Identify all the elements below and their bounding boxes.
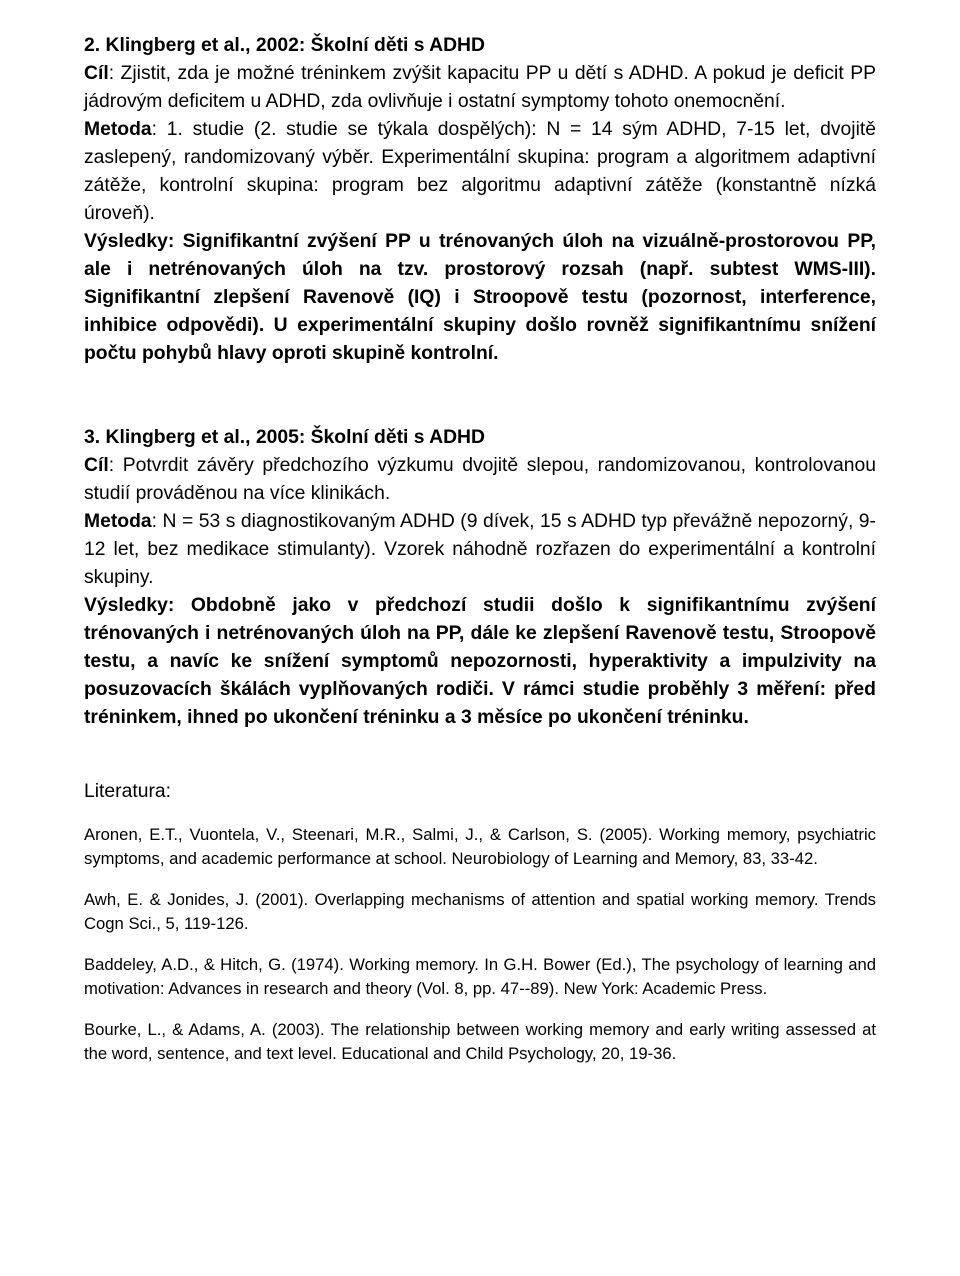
text-metoda-3: : N = 53 s diagnostikovaným ADHD (9 díve… xyxy=(84,511,876,588)
literature-label: Literatura: xyxy=(84,778,876,806)
label-metoda: Metoda xyxy=(84,119,152,140)
section-3-vysledky: Výsledky: Obdobně jako v předchozí studi… xyxy=(84,592,876,732)
label-vysledky-3: Výsledky xyxy=(84,595,168,616)
section-3-cil: Cíl: Potvrdit závěry předchozího výzkumu… xyxy=(84,452,876,508)
reference-list: Aronen, E.T., Vuontela, V., Steenari, M.… xyxy=(84,823,876,1066)
label-cil-3: Cíl xyxy=(84,455,109,476)
section-gap-2 xyxy=(84,732,876,778)
section-3-metoda: Metoda: N = 53 s diagnostikovaným ADHD (… xyxy=(84,508,876,592)
page-content: 2. Klingberg et al., 2002: Školní děti s… xyxy=(0,0,960,1276)
text-cil: : Zjistit, zda je možné tréninkem zvýšit… xyxy=(84,63,876,112)
section-2-metoda: Metoda: 1. studie (2. studie se týkala d… xyxy=(84,116,876,228)
section-gap xyxy=(84,368,876,424)
section-2-heading: 2. Klingberg et al., 2002: Školní děti s… xyxy=(84,32,876,60)
label-metoda-3: Metoda xyxy=(84,511,152,532)
text-vysledky: : Signifikantní zvýšení PP u trénovaných… xyxy=(84,231,876,364)
section-3-heading: 3. Klingberg et al., 2005: Školní děti s… xyxy=(84,424,876,452)
label-vysledky: Výsledky xyxy=(84,231,168,252)
section-2-vysledky: Výsledky: Signifikantní zvýšení PP u tré… xyxy=(84,228,876,368)
reference-item: Baddeley, A.D., & Hitch, G. (1974). Work… xyxy=(84,953,876,1001)
section-2-cil: Cíl: Zjistit, zda je možné tréninkem zvý… xyxy=(84,60,876,116)
text-cil-3: : Potvrdit závěry předchozího výzkumu dv… xyxy=(84,455,876,504)
reference-item: Aronen, E.T., Vuontela, V., Steenari, M.… xyxy=(84,823,876,871)
reference-item: Awh, E. & Jonides, J. (2001). Overlappin… xyxy=(84,888,876,936)
text-vysledky-3: : Obdobně jako v předchozí studii došlo … xyxy=(84,595,876,728)
label-cil: Cíl xyxy=(84,63,109,84)
reference-item: Bourke, L., & Adams, A. (2003). The rela… xyxy=(84,1018,876,1066)
text-metoda: : 1. studie (2. studie se týkala dospělý… xyxy=(84,119,876,224)
